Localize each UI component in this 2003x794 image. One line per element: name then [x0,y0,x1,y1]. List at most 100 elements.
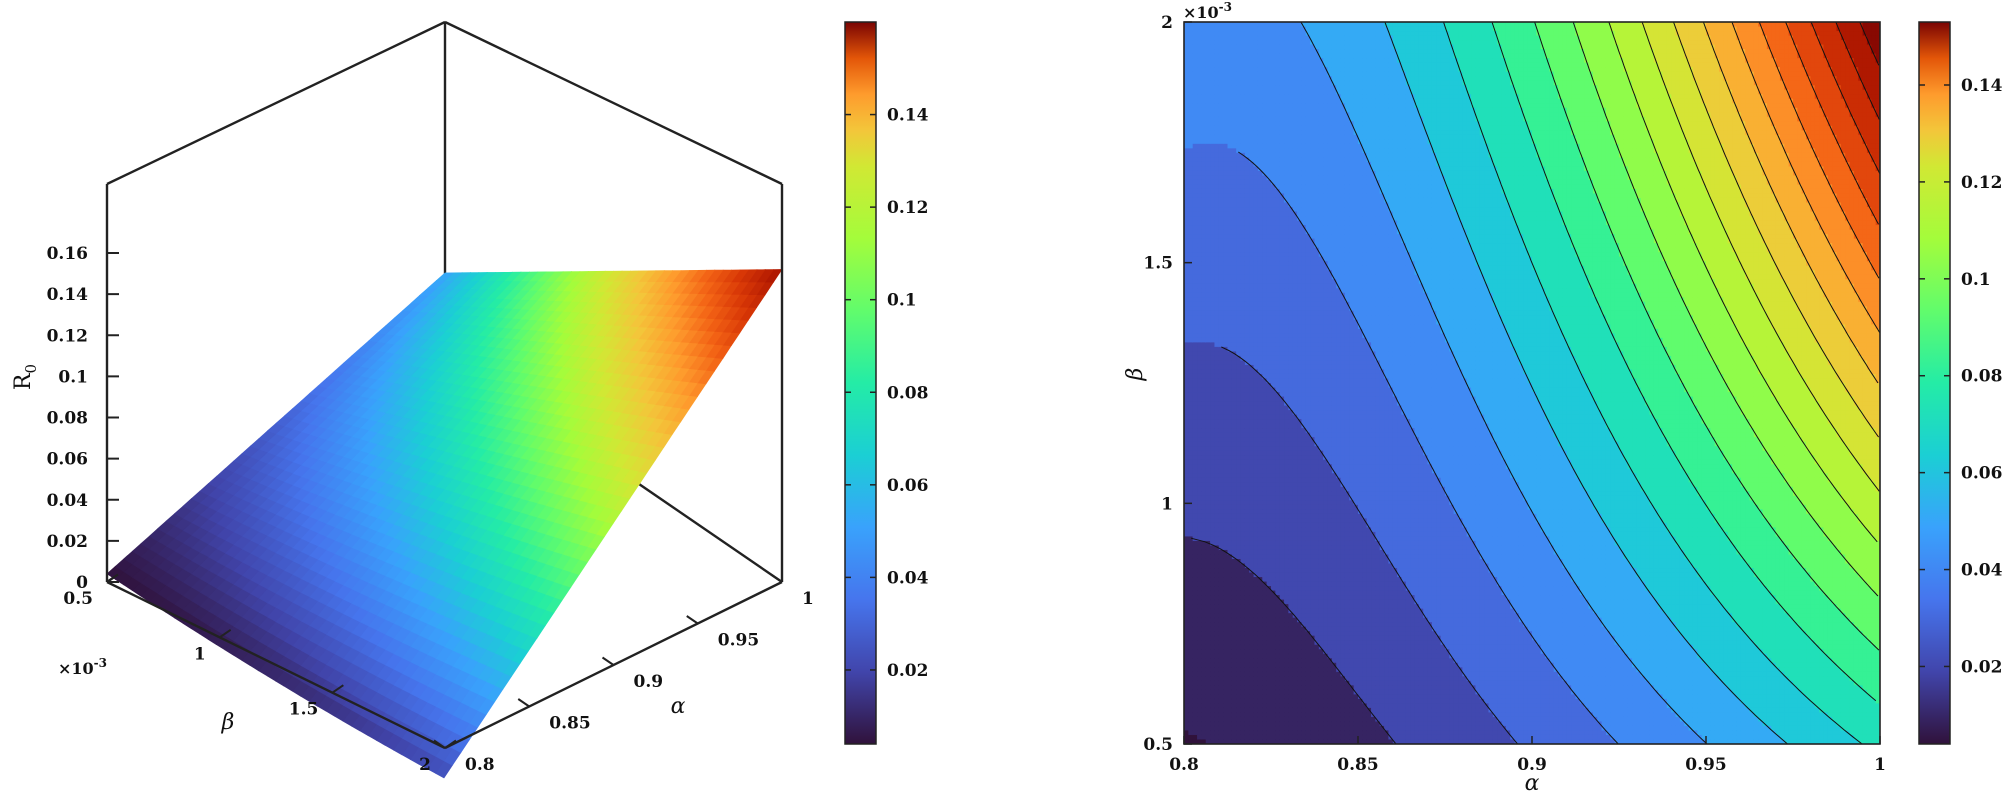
contour-cell [1214,626,1220,632]
contour-cell [1240,193,1246,199]
z-tick-label: 0.14 [47,285,89,305]
contour-cell [1210,152,1216,158]
contour-cell [1205,234,1211,240]
contour-cell [1214,730,1220,736]
contour-cell [1188,405,1194,411]
contour-cell [1197,685,1202,691]
contour-cell [1214,401,1220,407]
contour-cell [1214,531,1220,538]
contour-cell [1266,482,1272,488]
contour-cell [1240,346,1246,353]
contour-cell [1253,53,1259,59]
contour-cell [1205,604,1211,610]
contour-cell [1214,80,1220,86]
contour-cell [1205,522,1211,528]
contour-cell [1271,58,1276,64]
contour-cell [1262,482,1268,488]
contour-cell [1218,572,1224,578]
contour-cell [1262,540,1268,547]
contour-cell [1188,220,1194,226]
contour-cell [1227,685,1233,691]
contour-cell [1201,635,1207,641]
contour-cell [1262,622,1268,628]
contour-cell [1244,527,1250,533]
contour-cell [1205,392,1211,398]
contour-cell [1244,157,1250,163]
contour-cell [1223,617,1229,623]
contour-cell [1253,667,1259,673]
contour-cell [1197,725,1202,732]
contour-cell [1197,53,1202,59]
contour-cell [1231,373,1237,380]
contour-cell [1231,419,1237,425]
contour-cell [1266,89,1272,95]
contour-cell [1214,188,1220,195]
contour-cell [1223,405,1229,411]
contour-cell [1236,459,1242,465]
contour-cell [1218,536,1224,542]
contour-cell [1244,252,1250,258]
contour-cell [1205,243,1211,249]
contour-cell [1227,671,1233,677]
contour-cell [1223,355,1229,362]
contour-cell [1257,139,1263,145]
contour-cell [1231,671,1237,677]
contour-cell [1244,450,1250,456]
contour-cell [1218,283,1224,289]
contour-cell [1201,337,1207,343]
contour-cell [1201,40,1207,46]
contour-cell [1197,49,1202,55]
contour-cell [1218,261,1224,267]
contour-cell [1214,202,1220,208]
contour-cell [1205,401,1211,407]
contour-cell [1231,256,1237,262]
contour-cell [1197,342,1202,348]
contour-cell [1192,644,1198,650]
contour-cell [1257,26,1263,32]
contour-cell [1257,179,1263,186]
contour-cell [1227,667,1233,673]
contour-fill [1184,22,1880,744]
contour-cell [1240,225,1246,231]
contour-cell [1257,631,1263,637]
contour-cell [1188,464,1194,470]
beta-tick-mark [331,684,344,694]
contour-cell [1197,85,1202,91]
contour-cell [1214,193,1220,199]
contour-cell [1223,98,1229,104]
contour-cell [1227,58,1233,64]
contour-cell [1192,396,1198,402]
contour-cell [1262,491,1268,497]
contour-cell [1257,94,1263,100]
contour-cell [1197,197,1202,204]
contour-cell [1266,76,1272,82]
contour-cell [1218,134,1224,140]
contour-cell [1231,134,1237,140]
contour-cell [1231,680,1237,686]
contour-cell [1266,392,1272,398]
contour-cell [1266,599,1272,605]
contour-cell [1201,631,1207,637]
contour-cell [1236,482,1242,488]
contour-cell [1249,608,1255,614]
contour-cell [1231,31,1237,37]
contour-cell [1184,333,1189,339]
contour-cell [1218,301,1224,307]
contour-cell [1236,423,1242,429]
contour-cell [1240,238,1246,244]
contour-cell [1266,432,1272,438]
contour-cell [1262,252,1268,258]
contour-cell [1197,161,1202,167]
contour-cell [1253,152,1259,158]
contour-cell [1236,437,1242,443]
contour-cell [1223,495,1229,501]
contour-cell [1214,640,1220,646]
contour-cell [1210,540,1216,547]
contour-cell [1227,274,1233,280]
contour-cell [1249,35,1255,41]
contour-cell [1214,432,1220,438]
contour-cell [1266,85,1272,91]
contour-cell [1271,455,1276,461]
contour-cell [1253,292,1259,298]
contour-cell [1188,486,1194,492]
